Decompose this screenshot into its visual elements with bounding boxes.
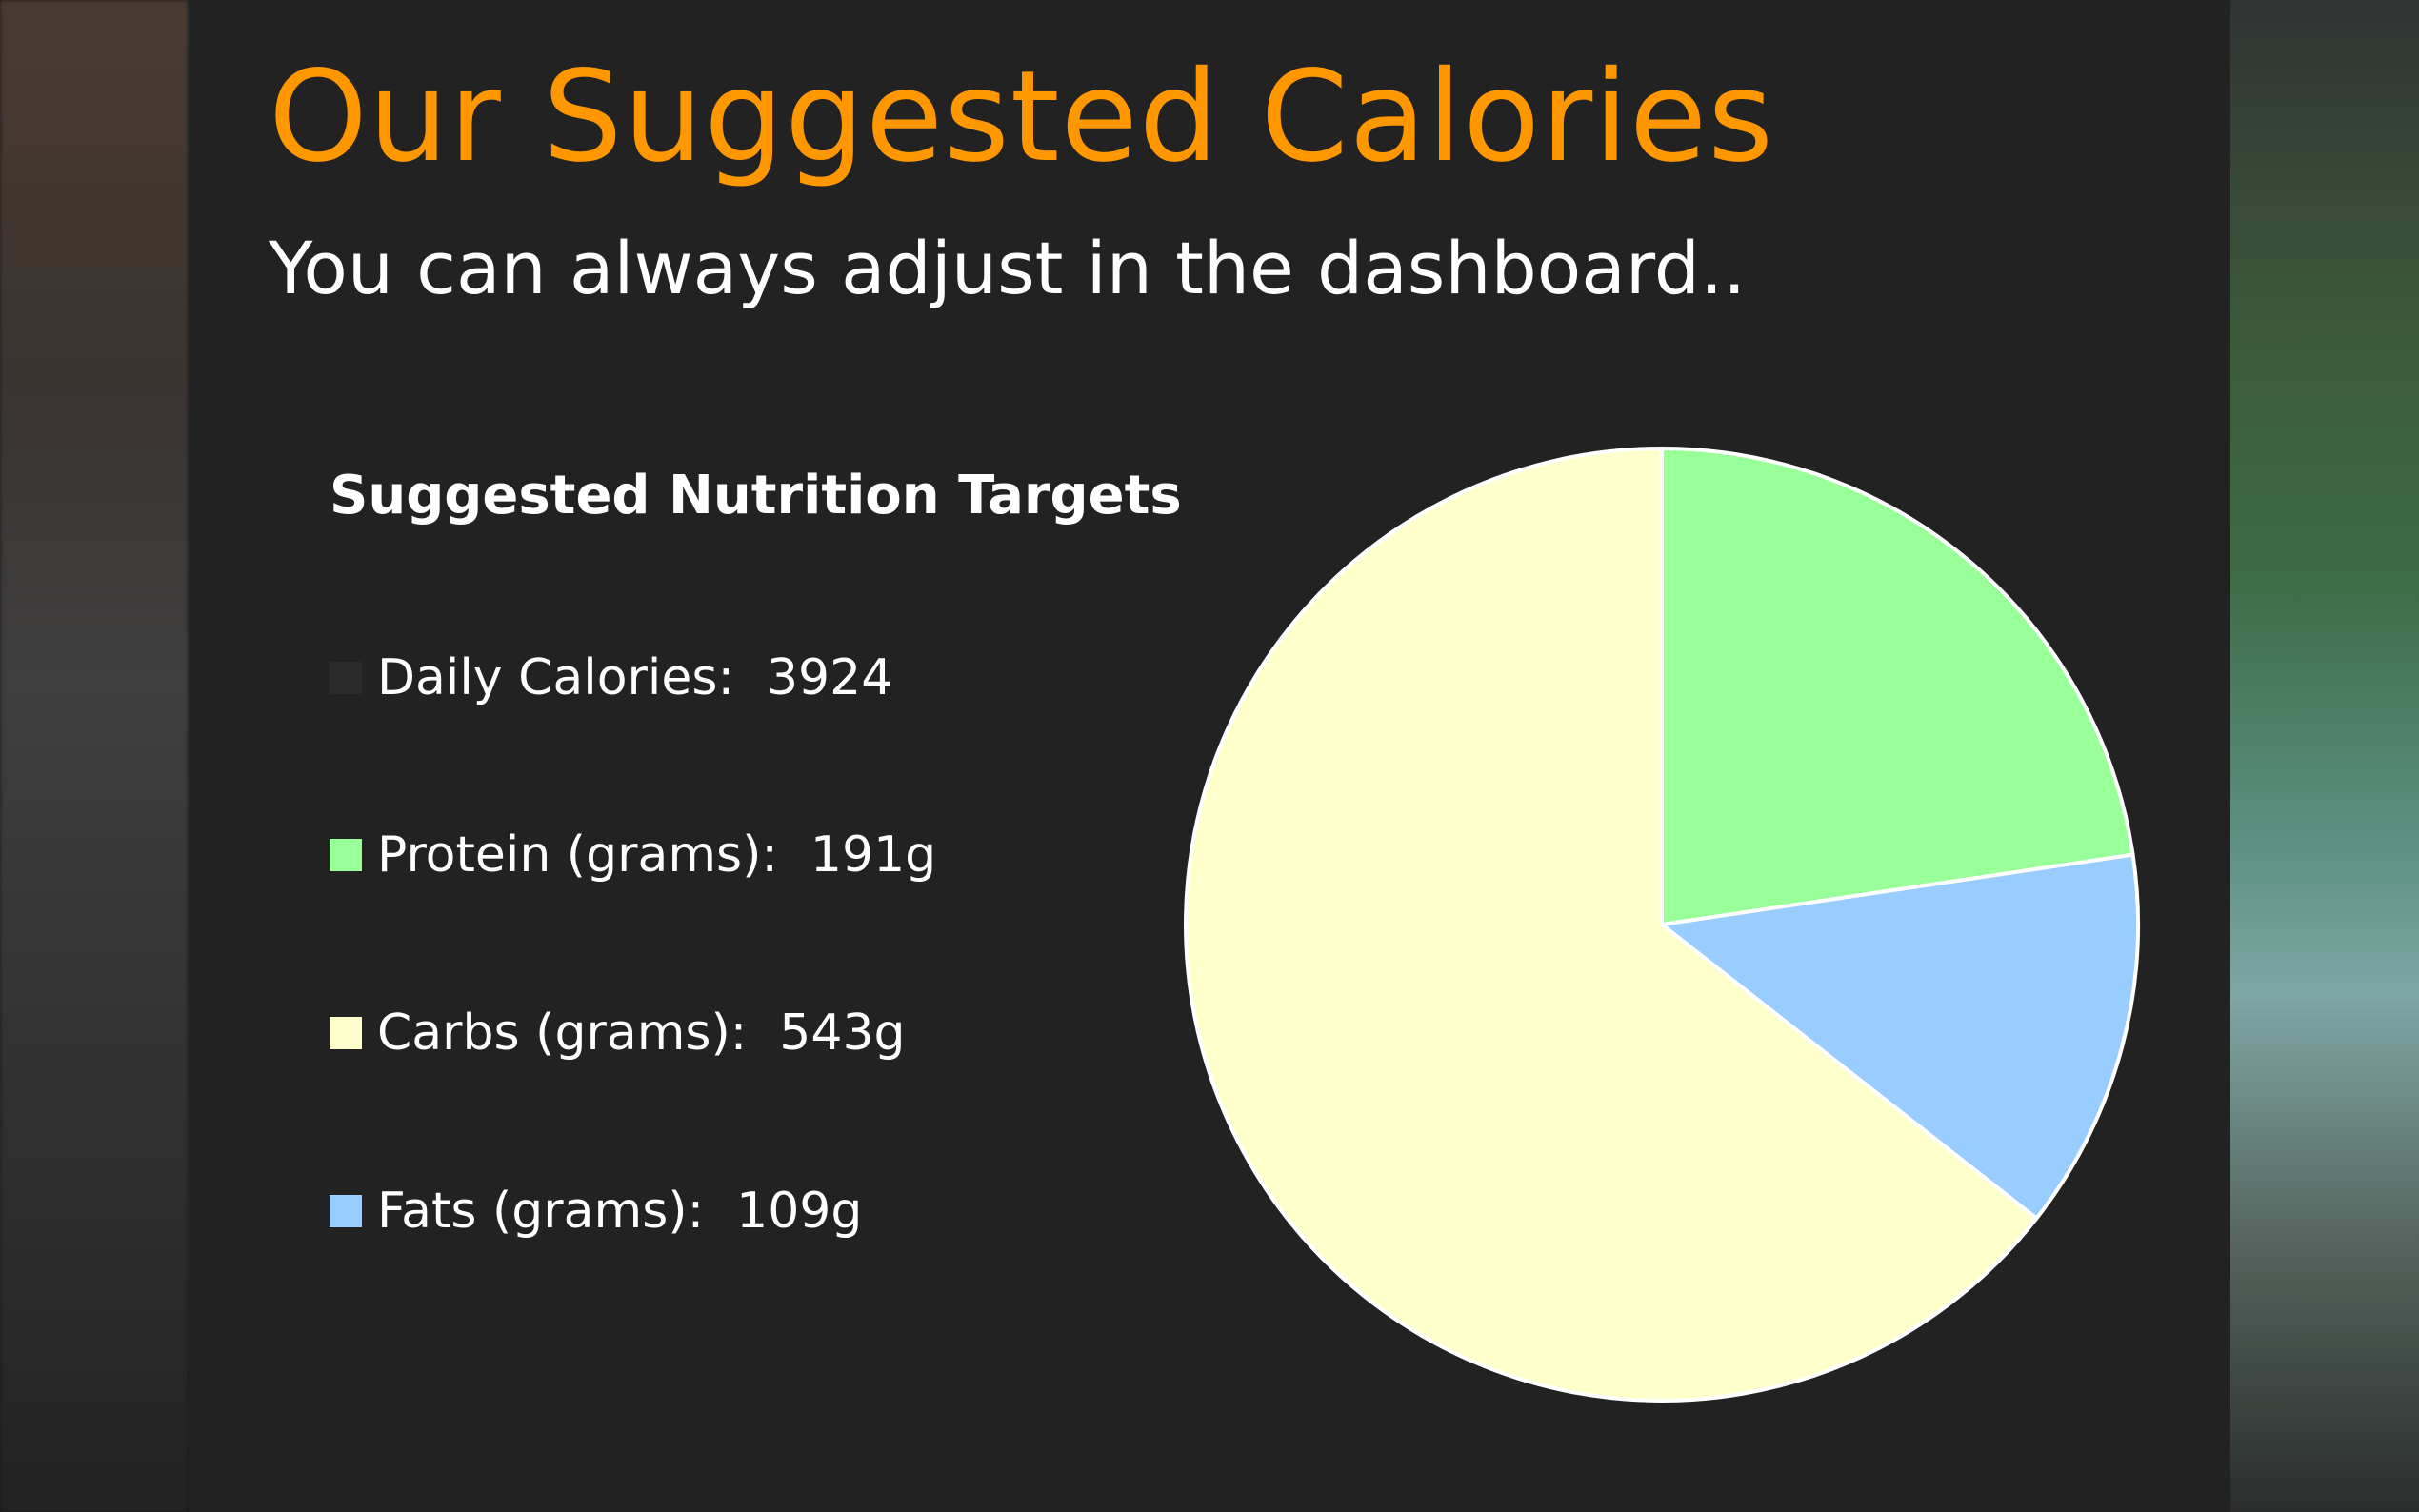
pie-slice-protein (1660, 447, 2135, 926)
page-title: Our Suggested Calories (269, 44, 1774, 190)
legend-label-fats: Fats (grams): (377, 1183, 705, 1240)
legend-swatch-carbs (330, 1017, 362, 1049)
legend-heading: Suggested Nutrition Targets (330, 465, 1182, 527)
legend-swatch-fats (330, 1195, 362, 1227)
background-left-blur (0, 0, 189, 1512)
legend-item-fats: Fats (grams): 109g (330, 1178, 862, 1244)
legend-value-carbs: 543g (779, 1005, 906, 1062)
pie-slice-carbs (1184, 447, 2039, 1403)
legend-swatch-protein (330, 839, 362, 871)
legend-label-daily-calories: Daily Calories: (377, 649, 734, 706)
legend-label-protein: Protein (grams): (377, 826, 778, 884)
macro-pie-chart (1171, 434, 2152, 1415)
page-subtitle: You can always adjust in the dashboard.. (269, 226, 1747, 310)
suggested-calories-panel: Our Suggested Calories You can always ad… (189, 0, 2230, 1512)
legend-value-protein: 191g (810, 826, 937, 884)
background-right-blur (2230, 0, 2419, 1512)
pie-chart-svg (1184, 447, 2140, 1403)
pie-slice-fats (1660, 852, 2140, 1221)
legend-value-daily-calories: 3924 (766, 649, 893, 706)
legend-label-carbs: Carbs (grams): (377, 1005, 748, 1062)
legend-item-daily-calories: Daily Calories: 3924 (330, 645, 892, 711)
legend-swatch-daily-calories (330, 662, 362, 694)
legend-value-fats: 109g (736, 1183, 863, 1240)
legend-item-protein: Protein (grams): 191g (330, 822, 936, 888)
legend-item-carbs: Carbs (grams): 543g (330, 1000, 906, 1066)
